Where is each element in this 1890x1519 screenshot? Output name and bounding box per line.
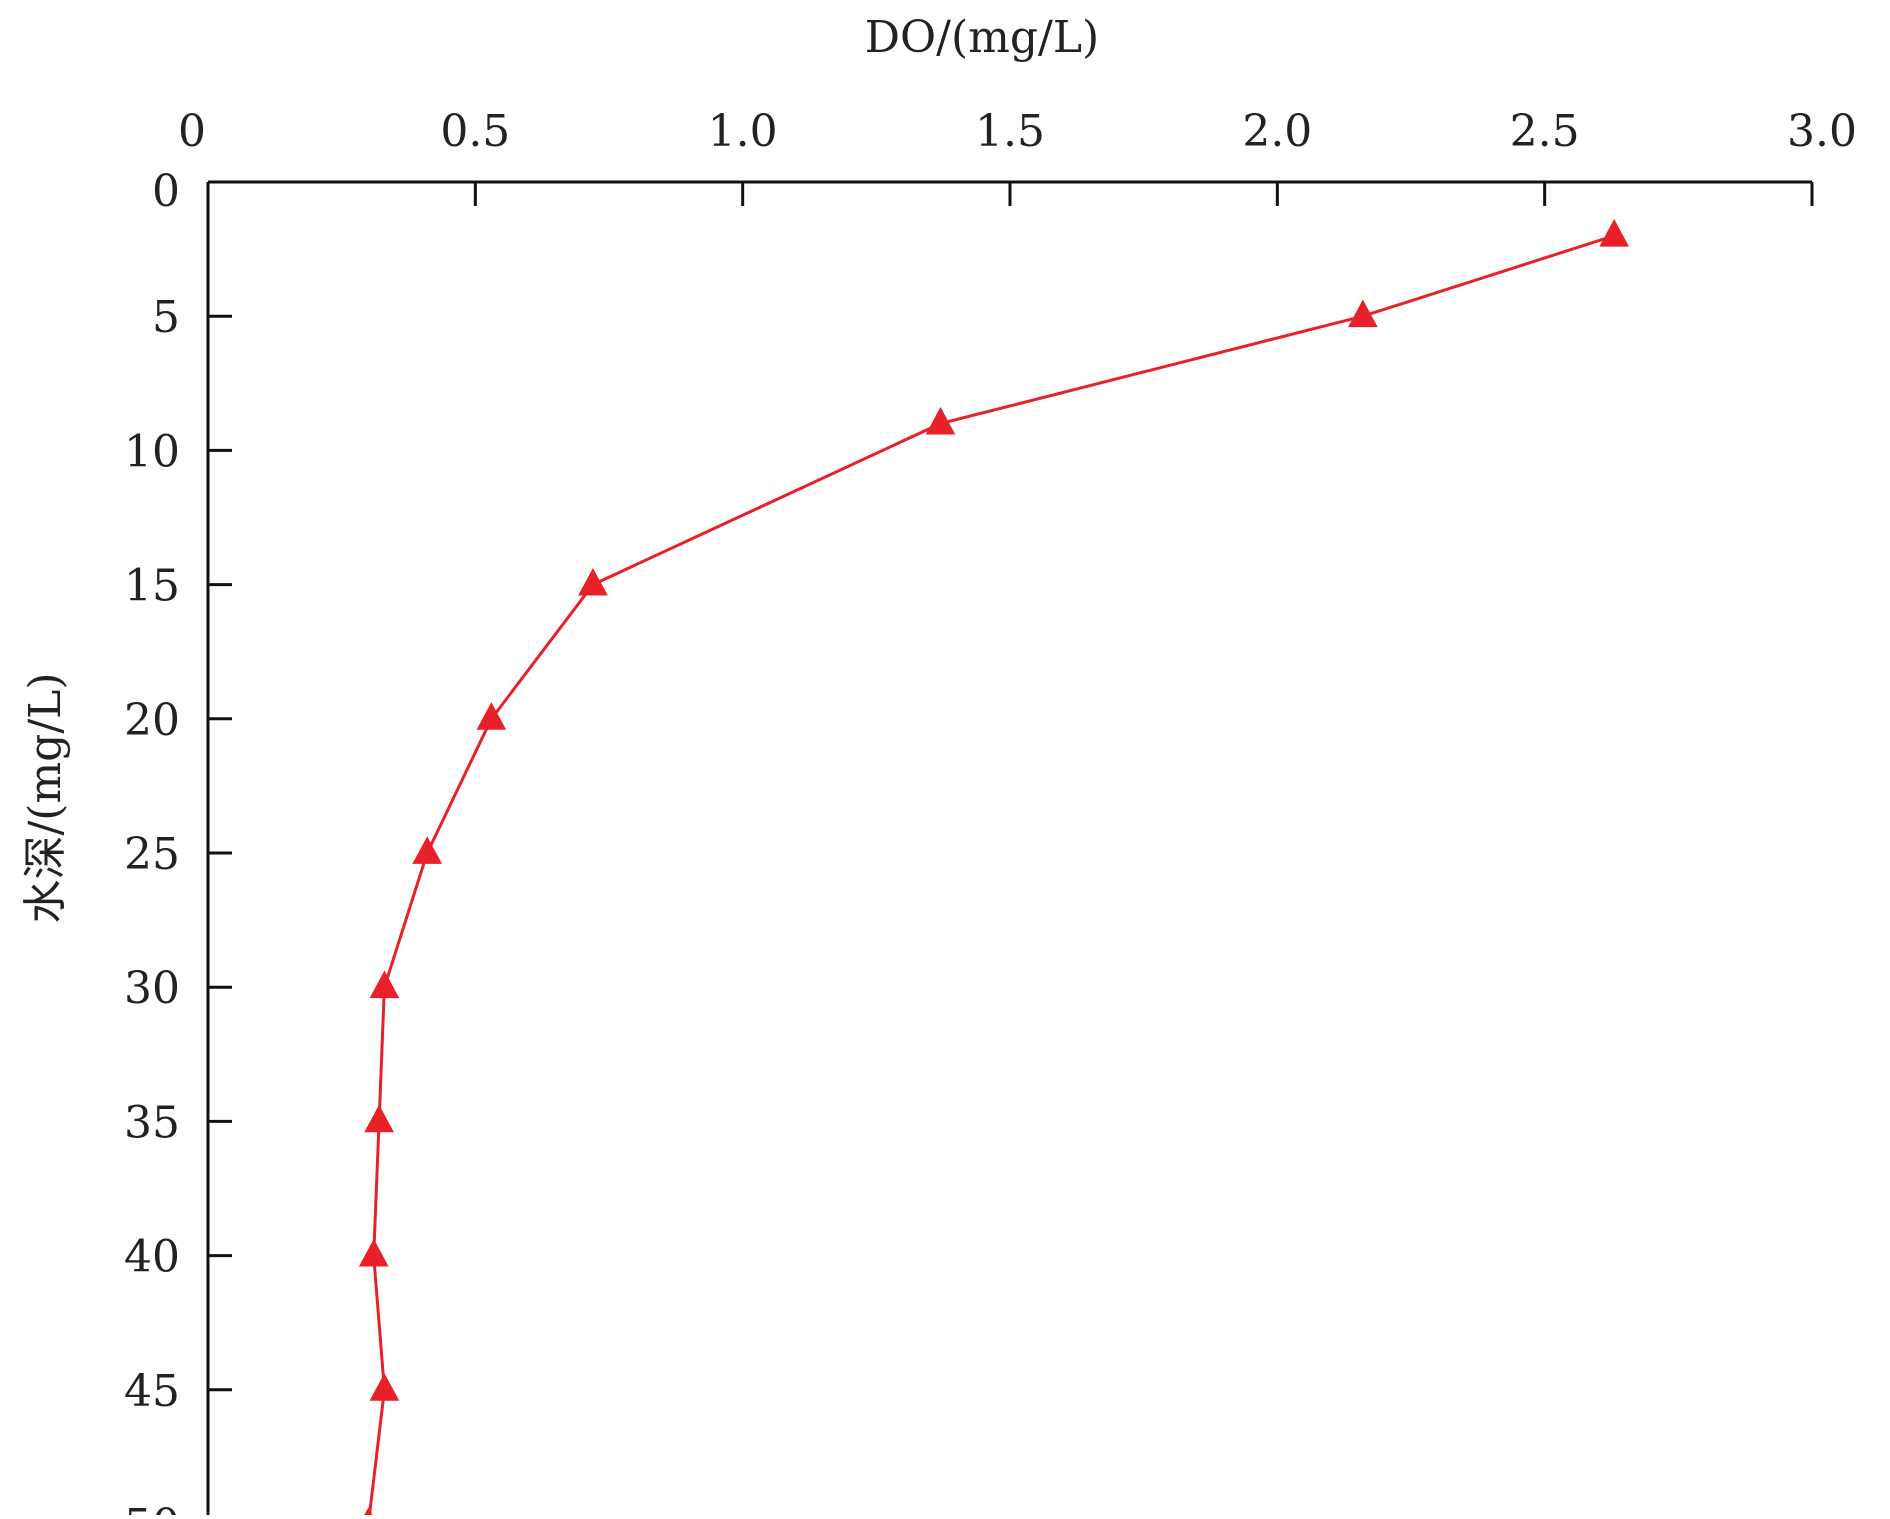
y-tick-label: 25 bbox=[124, 829, 180, 880]
y-tick-label: 35 bbox=[124, 1097, 180, 1148]
data-point-triangle bbox=[1348, 299, 1378, 328]
axes: 0 0.5 1.0 1.5 2.0 2.5 3.0 0 5 10 15 20 25 30 35 40 45 50 bbox=[124, 106, 1857, 1519]
y-tick-label: 10 bbox=[124, 426, 180, 477]
x-tick-label: 2.5 bbox=[1510, 106, 1580, 157]
y-tick-label: 50 bbox=[124, 1500, 180, 1515]
x-tick-label: 1.5 bbox=[975, 106, 1045, 157]
x-tick-label: 0 bbox=[178, 106, 206, 157]
x-tick-label: 2.0 bbox=[1242, 106, 1312, 157]
data-point-triangle bbox=[369, 1373, 400, 1401]
x-tick-label: 0.5 bbox=[440, 106, 510, 157]
y-axis-title: 水深/(mg/L) bbox=[20, 672, 71, 923]
x-tick-label: 1.0 bbox=[708, 106, 778, 157]
y-tick-label: 15 bbox=[124, 561, 180, 612]
data-point-triangle bbox=[412, 836, 443, 864]
data-point-triangle bbox=[925, 406, 956, 435]
y-tick-label: 5 bbox=[152, 292, 180, 343]
data-point-triangle bbox=[362, 1507, 375, 1519]
data-point-triangle bbox=[358, 1238, 389, 1267]
y-tick-label: 30 bbox=[124, 963, 180, 1014]
y-tick-label: 45 bbox=[124, 1366, 180, 1417]
y-tick-label: 20 bbox=[124, 695, 180, 746]
x-tick-label: 3.0 bbox=[1787, 106, 1857, 157]
y-tick-label: 40 bbox=[124, 1232, 180, 1283]
series-layer bbox=[358, 219, 1630, 1519]
y-tick-label: 0 bbox=[152, 166, 180, 217]
data-point-triangle bbox=[476, 702, 507, 730]
x-axis-title: DO/(mg/L) bbox=[865, 12, 1099, 63]
data-point-triangle bbox=[578, 567, 608, 596]
data-point-triangle bbox=[364, 1104, 394, 1133]
data-point-triangle bbox=[1599, 219, 1630, 247]
series-line bbox=[367, 234, 1615, 1519]
data-point-triangle bbox=[369, 970, 400, 999]
